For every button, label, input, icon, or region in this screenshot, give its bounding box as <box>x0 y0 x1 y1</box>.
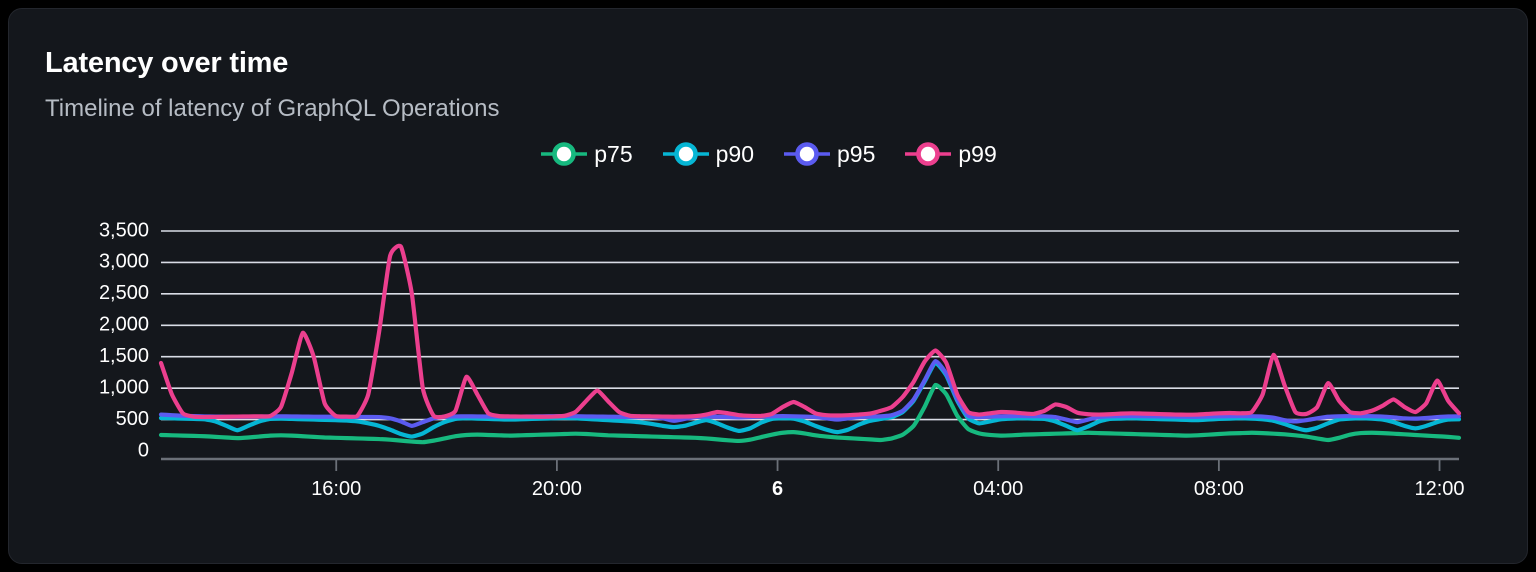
circle-outline-icon <box>662 142 709 166</box>
chart-y-axis-labels: 0 500 1,000 1,500 2,000 2,500 3,000 3,500 <box>99 219 149 461</box>
legend-label-p75: p75 <box>594 140 633 167</box>
series-line-p95 <box>158 359 1462 428</box>
series-line-p99 <box>158 243 1462 420</box>
y-axis-tick-label: 3,000 <box>99 251 149 273</box>
x-axis-tick-label: 04:00 <box>973 478 1023 500</box>
y-axis-tick-label: 1,500 <box>99 345 149 367</box>
legend-label-p99: p99 <box>958 140 997 167</box>
y-axis-tick-label: 3,500 <box>99 219 149 241</box>
chart-x-axis-labels: 16:00 20:00 6 04:00 08:00 12:00 <box>311 478 1464 500</box>
legend-item-p75[interactable]: p75 <box>541 140 633 167</box>
x-axis-tick-label: 20:00 <box>532 478 582 500</box>
y-axis-tick-label: 2,000 <box>99 314 149 336</box>
legend-item-p90[interactable]: p90 <box>662 140 754 167</box>
y-axis-tick-label: 2,500 <box>99 282 149 304</box>
legend-label-p95: p95 <box>837 140 876 167</box>
legend-item-p95[interactable]: p95 <box>784 141 875 167</box>
legend-item-p99[interactable]: p99 <box>905 140 997 167</box>
chart-subtitle: Timeline of latency of GraphQL Operation… <box>45 95 500 122</box>
chart-legend: p75 p90 p95 p99 <box>9 140 1527 167</box>
chart-series-lines <box>158 243 1462 445</box>
page-title: Latency over time <box>45 47 289 79</box>
legend-label-p90: p90 <box>715 140 754 167</box>
x-axis-tick-label: 16:00 <box>311 478 361 500</box>
circle-outline-icon <box>541 142 588 166</box>
x-axis-tick-label: 12:00 <box>1414 478 1464 500</box>
x-axis-tick-label: 08:00 <box>1194 478 1244 500</box>
series-line-p75 <box>158 382 1462 445</box>
circle-outline-icon <box>784 142 830 166</box>
y-axis-tick-label: 500 <box>116 408 149 430</box>
circle-outline-icon <box>905 142 952 166</box>
chart-gridlines <box>161 230 1459 421</box>
y-axis-tick-label: 0 <box>138 439 149 461</box>
chart-plot-area: 0 500 1,000 1,500 2,000 2,500 3,000 3,500 16:00… <box>99 219 1465 500</box>
x-axis-tick-label: 6 <box>772 478 783 500</box>
y-axis-tick-label: 1,000 <box>99 376 149 398</box>
series-line-p90 <box>158 360 1462 439</box>
chart-x-axis <box>161 457 1459 471</box>
latency-chart-card: Latency over time Timeline of latency of… <box>8 8 1528 564</box>
